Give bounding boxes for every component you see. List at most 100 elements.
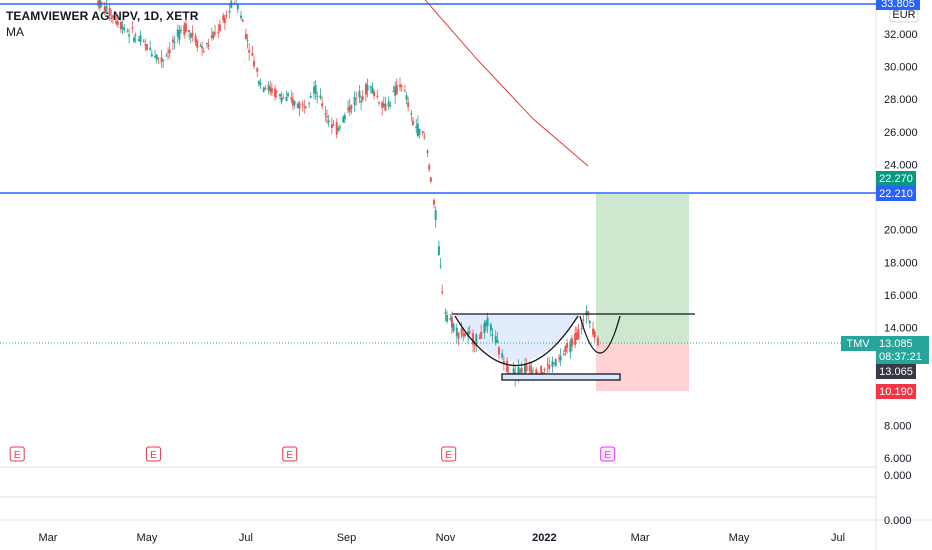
- position-profit-zone[interactable]: [596, 194, 689, 344]
- candles-group: [97, 0, 599, 387]
- tag-target: [876, 171, 916, 186]
- candle: [546, 357, 549, 373]
- candle: [241, 18, 244, 22]
- candle: [183, 21, 186, 39]
- earnings-marker[interactable]: E: [145, 446, 161, 462]
- candle: [199, 43, 202, 47]
- cup-curve[interactable]: [454, 315, 579, 366]
- candle: [308, 101, 311, 109]
- tag-mid-level-text: 22.210: [879, 188, 913, 200]
- price-tick-label: 16.000: [884, 290, 918, 302]
- candle: [251, 45, 254, 56]
- price-tick-label: 6.000: [884, 453, 912, 465]
- candle: [596, 335, 599, 347]
- time-tick-label: Mar: [631, 532, 650, 544]
- candle: [264, 84, 267, 91]
- candle: [280, 91, 283, 105]
- time-axis[interactable]: Mar May Jul Sep Nov 2022 Mar May Jul: [39, 532, 846, 544]
- candle: [506, 357, 509, 374]
- candle: [278, 93, 281, 100]
- candle: [157, 57, 160, 65]
- candle: [168, 42, 171, 59]
- candle: [296, 101, 299, 109]
- candle: [202, 47, 205, 53]
- candle: [275, 89, 278, 99]
- candle: [475, 332, 478, 352]
- candle: [236, 3, 239, 14]
- candle: [366, 78, 369, 98]
- candle: [478, 333, 481, 340]
- candle: [449, 313, 452, 322]
- position-loss-zone[interactable]: [596, 344, 689, 391]
- candle: [593, 329, 596, 343]
- candle: [145, 43, 148, 51]
- ma-line[interactable]: [418, 0, 589, 167]
- candle: [381, 100, 384, 116]
- candle: [131, 21, 134, 34]
- price-tick-label: 20.000: [884, 225, 918, 237]
- candle: [210, 27, 213, 41]
- price-tick-label: 28.000: [884, 94, 918, 106]
- candle: [217, 24, 220, 39]
- time-tick-label: Mar: [39, 532, 58, 544]
- candle: [314, 79, 317, 101]
- candle: [489, 322, 492, 337]
- candle: [553, 362, 556, 365]
- tag-mid-level: [876, 186, 916, 201]
- candle: [429, 177, 432, 184]
- candle: [525, 358, 528, 373]
- earnings-marker[interactable]: E: [282, 446, 298, 462]
- earnings-marker[interactable]: E: [9, 446, 25, 462]
- candle: [564, 345, 567, 356]
- candle: [119, 20, 122, 33]
- candle: [348, 98, 351, 117]
- candle: [326, 109, 329, 125]
- candle: [418, 128, 421, 139]
- candle: [319, 88, 322, 100]
- indicator-ma-label[interactable]: MA: [6, 25, 24, 39]
- earnings-marker[interactable]: E: [600, 446, 616, 462]
- candle: [570, 334, 573, 352]
- candle: [180, 25, 183, 34]
- candle: [324, 105, 327, 122]
- candle: [144, 38, 147, 52]
- svg-text:E: E: [604, 450, 611, 461]
- candle: [205, 42, 208, 49]
- candle: [457, 331, 460, 346]
- support-box[interactable]: [501, 373, 621, 381]
- candle: [551, 356, 554, 373]
- candle: [316, 91, 319, 104]
- price-axis[interactable]: 32.000 30.000 28.000 26.000 24.000 20.000 18.0…: [884, 29, 918, 465]
- symbol-title[interactable]: TEAMVIEWER AG NPV, 1D, XETR: [6, 9, 199, 23]
- candle: [382, 96, 385, 108]
- candle: [452, 322, 455, 334]
- price-tick-label: 18.000: [884, 257, 918, 269]
- earnings-marker[interactable]: E: [441, 446, 457, 462]
- candle: [259, 78, 262, 89]
- candle: [387, 96, 390, 111]
- candle: [189, 32, 192, 44]
- price-tick-label: 8.000: [884, 420, 912, 432]
- candle: [222, 12, 225, 23]
- candle: [371, 82, 374, 94]
- candle: [132, 34, 135, 44]
- candle: [376, 89, 379, 100]
- candle: [491, 328, 494, 342]
- candle: [407, 96, 410, 112]
- candle: [290, 90, 293, 104]
- candle: [207, 38, 210, 50]
- candle: [257, 80, 260, 87]
- candle: [557, 353, 560, 363]
- candle: [121, 20, 124, 35]
- handle-curve[interactable]: [579, 315, 621, 354]
- candle: [361, 90, 364, 103]
- candle: [434, 206, 437, 228]
- indicator-tick: 0.000: [884, 515, 912, 527]
- candle: [134, 32, 137, 43]
- candle: [394, 81, 397, 104]
- candle: [309, 92, 312, 99]
- candle: [496, 332, 499, 344]
- svg-text:E: E: [286, 450, 293, 461]
